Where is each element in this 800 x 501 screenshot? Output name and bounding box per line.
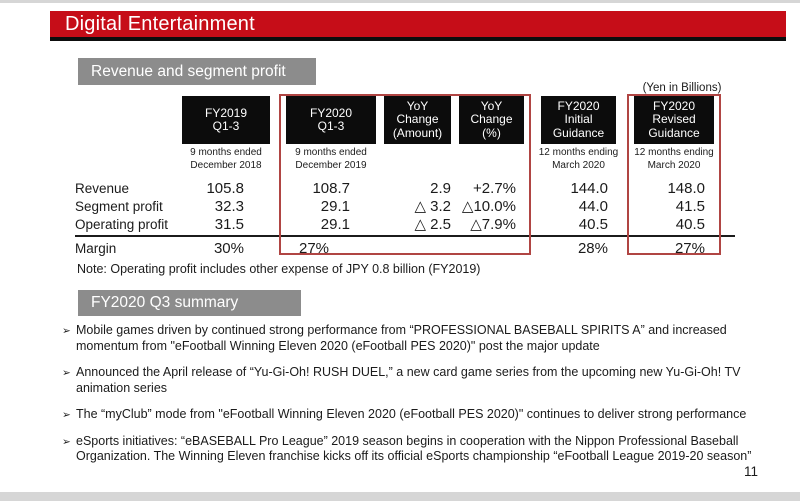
cell-value: 30% — [213, 240, 244, 257]
revenue-section-header-label: Revenue and segment profit — [91, 62, 286, 80]
cell-value: 28% — [577, 240, 608, 257]
cell-value: 29.1 — [320, 216, 350, 233]
cell-value — [455, 238, 528, 259]
table-divider-line — [75, 235, 735, 237]
bullet-text: Mobile games driven by continued strong … — [76, 323, 727, 353]
cell-value — [380, 238, 455, 259]
unit-label: (Yen in Billions) — [642, 82, 722, 94]
cell-value: 40.5 — [675, 216, 705, 233]
column-gap — [620, 96, 630, 144]
row-label: Segment profit — [75, 199, 163, 214]
cell-value: 2.9 — [430, 180, 451, 197]
table-subtitle-row: 9 months ended December 2018 9 months en… — [75, 144, 740, 180]
table-row-margin: Margin 30% 27% 28% 27% — [75, 237, 740, 259]
subtitle-initial-guidance: 12 months ending March 2020 — [538, 147, 619, 171]
table-row-revenue: Revenue 105.8 108.7 2.9 +2.7% 144.0 148.… — [75, 180, 740, 198]
bullet-text: Announced the April release of “Yu-Gi-Oh… — [76, 365, 741, 395]
bullet-text: eSports initiatives: “eBASEBALL Pro Leag… — [76, 433, 752, 464]
cell-value: 44.0 — [578, 198, 608, 215]
summary-section-header: FY2020 Q3 summary — [78, 290, 301, 316]
table-header-row: FY2019 Q1-3 FY2020 Q1-3 YoY Change (Amou… — [75, 96, 740, 144]
row-label: Margin — [75, 241, 117, 256]
subtitle-revised-guidance: 12 months ending March 2020 — [634, 147, 714, 171]
cell-value: △ 2.5 — [414, 216, 451, 233]
cell-value: 27% — [674, 240, 705, 257]
row-label: Revenue — [75, 181, 130, 196]
cell-value: △10.0% — [461, 198, 516, 215]
cell-value: 144.0 — [570, 180, 608, 197]
page-title: Digital Entertainment — [65, 12, 255, 35]
col-header-revised-guidance: FY2020 Revised Guidance — [634, 96, 714, 144]
list-item: ➢ eSports initiatives: “eBASEBALL Pro Le… — [62, 434, 762, 465]
cell-value: 105.8 — [206, 180, 244, 197]
col-header-initial-guidance: FY2020 Initial Guidance — [541, 96, 616, 144]
cell-value: 40.5 — [578, 216, 608, 233]
row-label: Operating profit — [75, 217, 169, 232]
cell-value: +2.7% — [473, 180, 516, 197]
column-gap — [528, 96, 537, 144]
table-note: Note: Operating profit includes other ex… — [77, 262, 481, 276]
revenue-table: FY2019 Q1-3 FY2020 Q1-3 YoY Change (Amou… — [75, 94, 740, 259]
bullet-text: The “myClub” mode from "eFootball Winnin… — [76, 407, 747, 421]
list-item: ➢ Mobile games driven by continued stron… — [62, 323, 762, 354]
cell-value: 148.0 — [667, 180, 705, 197]
subtitle-fy2019: 9 months ended December 2018 — [190, 147, 262, 171]
list-item: ➢ Announced the April release of “Yu-Gi-… — [62, 365, 762, 396]
summary-section-header-label: FY2020 Q3 summary — [91, 294, 239, 311]
table-row-operating-profit: Operating profit 31.5 29.1 △ 2.5 △7.9% 4… — [75, 216, 740, 234]
cell-value: 27% — [298, 240, 330, 257]
cell-value: 31.5 — [214, 216, 244, 233]
table-row-segment-profit: Segment profit 32.3 29.1 △ 3.2 △10.0% 44… — [75, 198, 740, 216]
col-header-yoy-amount: YoY Change (Amount) — [384, 96, 451, 144]
title-banner: Digital Entertainment — [50, 11, 786, 41]
arrow-bullet-icon: ➢ — [62, 325, 71, 337]
cell-value: 29.1 — [320, 198, 350, 215]
cell-value: 32.3 — [214, 198, 244, 215]
col-header-yoy-percent: YoY Change (%) — [459, 96, 524, 144]
summary-bullet-list: ➢ Mobile games driven by continued stron… — [62, 323, 762, 476]
arrow-bullet-icon: ➢ — [62, 435, 71, 448]
cell-value: 41.5 — [675, 198, 705, 215]
cell-value: 108.7 — [312, 180, 350, 197]
arrow-bullet-icon: ➢ — [62, 409, 71, 421]
header-spacer — [75, 96, 180, 144]
subtitle-fy2020: 9 months ended December 2019 — [295, 147, 367, 171]
arrow-bullet-icon: ➢ — [62, 367, 71, 379]
revenue-section-header: Revenue and segment profit — [78, 58, 316, 85]
col-header-fy2019-q13: FY2019 Q1-3 — [182, 96, 270, 144]
col-header-fy2020-q13: FY2020 Q1-3 — [286, 96, 376, 144]
page-number: 11 — [744, 464, 759, 479]
list-item: ➢ The “myClub” mode from "eFootball Winn… — [62, 407, 762, 423]
cell-value: △ 3.2 — [414, 198, 451, 215]
cell-value: △7.9% — [470, 216, 516, 233]
column-gap — [272, 96, 282, 144]
